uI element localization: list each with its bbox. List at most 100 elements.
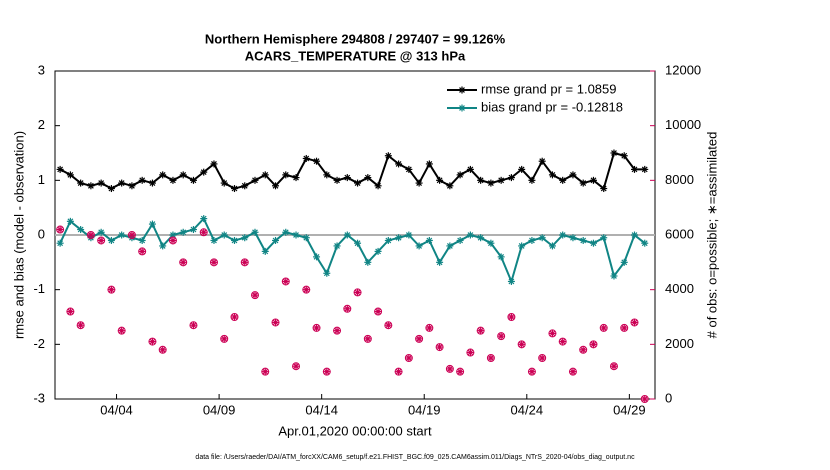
marker-stroke [539,355,546,361]
marker-stroke [446,243,453,249]
obs-count-marker [445,364,454,373]
marker-stroke [436,177,443,184]
series-marker [302,154,310,162]
marker-stroke [118,232,125,238]
marker-stroke [221,232,228,238]
series-marker [559,231,567,239]
obs-count-marker [466,348,475,357]
series-marker [200,215,208,223]
marker-stroke [313,325,320,331]
marker-stroke [580,180,587,186]
marker-stroke [67,218,74,225]
series-marker [118,179,126,187]
obs-count-marker [333,326,342,335]
marker-stroke [600,185,607,192]
marker-stroke [641,166,648,173]
series-marker [456,236,464,244]
marker-stroke [129,182,135,189]
marker-stroke [303,234,310,241]
series-marker [292,174,300,182]
marker-stroke [375,248,381,255]
marker-stroke [529,237,535,244]
series-marker [343,231,351,239]
series-marker [641,165,649,173]
marker-stroke [293,363,299,370]
marker-stroke [149,221,156,227]
obs-count-marker [281,277,290,286]
marker-stroke [282,171,289,178]
marker-stroke [159,346,166,353]
marker-stroke [293,174,299,181]
marker-stroke [170,237,176,244]
series-marker [507,277,515,285]
series-marker [487,179,495,187]
marker-stroke [467,232,474,238]
marker-stroke [498,177,505,184]
series-marker [600,185,608,193]
marker-stroke [252,229,258,236]
obs-count-marker [620,323,629,332]
marker-stroke [570,234,576,241]
marker-stroke [139,237,146,244]
marker-stroke [611,150,617,156]
obs-count-marker [220,334,229,343]
legend-box [444,76,651,122]
marker-stroke [549,330,556,337]
series-marker [497,253,505,261]
x-tick-label: 04/19 [408,402,441,417]
obs-count-marker [138,247,147,256]
obs-count-marker [107,285,116,294]
marker-stroke [149,338,156,345]
series-marker [241,182,249,190]
series-marker [313,253,321,261]
marker-stroke [313,253,320,260]
obs-count-marker [599,323,608,332]
x-axis-label: Apr.01,2020 00:00:00 start [278,423,432,438]
marker-stroke [508,314,515,320]
series-marker [292,231,300,239]
marker-stroke [129,232,135,238]
marker-stroke [621,152,628,159]
marker-stroke [529,368,535,375]
series-marker [323,269,331,277]
obs-count-marker [404,354,413,362]
series-marker [415,179,423,187]
marker-stroke [180,171,187,178]
marker-stroke [559,338,566,345]
series-marker [384,236,392,244]
marker-stroke [549,171,556,178]
series-marker [189,176,197,184]
series-marker [333,176,341,184]
y-axis-label: rmse and bias (model - observation) [11,131,26,339]
series-marker [569,234,577,242]
marker-stroke [364,174,371,181]
marker-stroke [344,174,351,181]
series-marker [302,234,310,242]
marker-stroke [385,237,392,244]
series-marker [518,242,526,250]
y-tick-label: 1 [38,172,45,187]
marker-stroke [487,355,494,361]
obs-count-marker [261,367,270,376]
series-marker [200,168,208,176]
marker-stroke [518,166,525,173]
obs-count-marker [568,367,577,376]
marker-stroke [57,166,64,173]
obs-count-marker [507,313,516,321]
marker-stroke [170,177,176,184]
marker-stroke [395,368,402,375]
marker-stroke [405,166,412,173]
marker-stroke [159,243,166,249]
marker-stroke [354,289,361,296]
series-marker [323,171,331,179]
obs-count-marker [56,225,65,234]
series-marker [405,231,413,239]
marker-stroke [190,177,197,184]
series-marker [395,234,403,242]
marker-stroke [590,177,597,184]
marker-stroke [200,215,207,222]
marker-stroke [67,171,74,178]
series-marker [354,179,362,187]
series-marker [138,236,146,244]
